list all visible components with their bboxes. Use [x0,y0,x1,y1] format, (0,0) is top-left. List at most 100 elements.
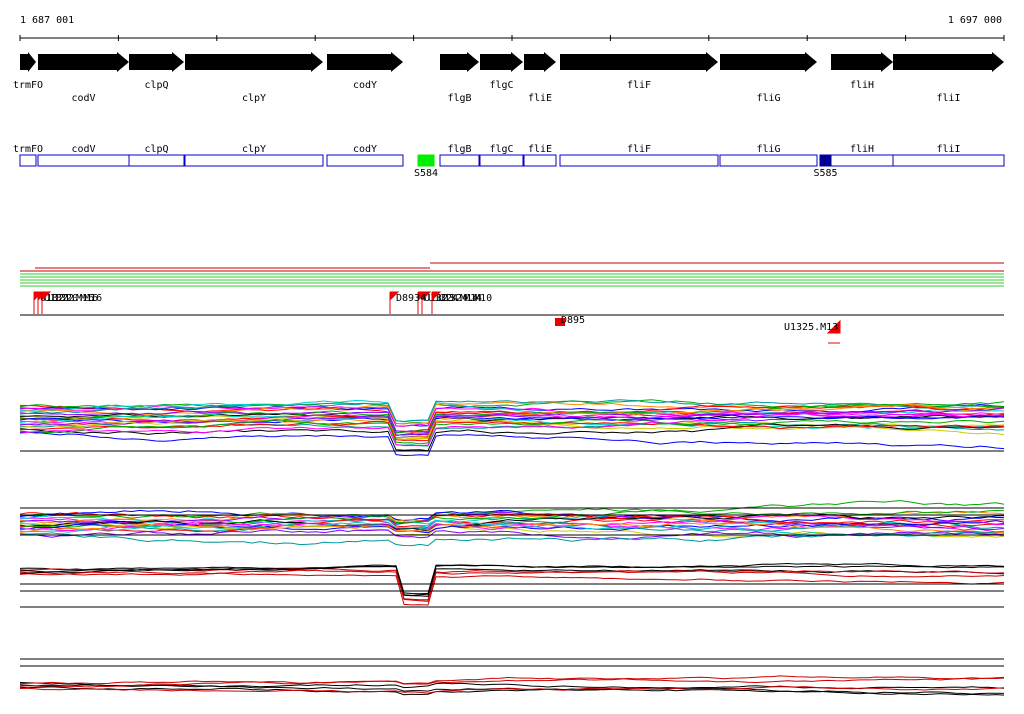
probe-label-U1323.M14: U1323.M14 [424,293,478,304]
ratio-trace [19,569,1005,602]
expression-trace-2 [19,530,1005,547]
gene-label-flgB: flgB [447,93,471,104]
expression-trace-2 [19,509,1005,523]
gene-box-codY[interactable] [326,154,404,167]
probe-label-D895: D895 [561,315,585,326]
gene-label-fliF: fliF [627,80,651,91]
probe-label-U1320.M16: U1320.M16 [48,293,102,304]
feature-label-S584: S584 [414,168,438,179]
ratio-profile-track [19,562,1005,608]
ratio-trace [19,571,1005,606]
ratio-trace-2 [19,675,1005,685]
gene-label-clpQ: clpQ [144,80,168,91]
coordinate-ruler: 1 687 001 1 697 000 [19,15,1005,41]
gene-label-codY: codY [353,80,377,91]
gene-box-label-trmFO: trmFO [13,144,43,155]
gene-box-clpQ[interactable] [128,154,185,167]
gene-box-fliF[interactable] [559,154,719,167]
gene-box-fliH[interactable] [830,154,894,167]
gene-box-fliE[interactable] [523,154,557,167]
gene-box-label-clpY: clpY [242,144,266,155]
gene-label-fliH: fliH [850,80,874,91]
gene-box-fliI[interactable] [892,154,1005,167]
probe-marker-U1325.M13[interactable] [826,319,841,344]
gene-arrow-track: trmFO codV clpQ clpY codY flgB flgC fliE fliF fli… [13,52,1004,104]
ratio-trace-2 [19,682,1005,696]
expression-trace [19,401,1005,425]
feature-box-S585[interactable] [819,154,832,167]
expression-trace [19,431,1005,457]
ratio-trace [20,564,1005,595]
gene-box-clpY[interactable] [184,154,324,167]
gene-box-codV[interactable] [37,154,130,167]
probe-label-U1325.M13: U1325.M13 [784,322,838,333]
probe-label-U1321.M16: U1321.M16 [40,293,94,304]
gene-arrow-clpQ[interactable] [129,52,184,72]
gene-label-trmFO: trmFO [13,80,43,91]
probe-label-D8934: D8934 [396,293,426,304]
probe-marker-D895[interactable] [555,318,565,326]
expression-trace [19,399,1005,423]
expression-profile-track-2 [19,500,1005,547]
gene-box-label-flgB: flgB [447,144,471,155]
probe-label-U1324.M14: U1324.M14 [428,293,482,304]
gene-label-fliE: fliE [528,93,552,104]
expression-trace-2 [20,513,1005,533]
gene-arrow-fliH[interactable] [831,52,893,72]
expression-trace-2 [19,522,1005,534]
gene-arrow-trmFO[interactable] [20,52,36,72]
gene-arrow-clpY[interactable] [185,52,323,72]
gene-box-track: trmFO codV clpQ clpY codY flgB flgC fliE fliF fli… [13,144,1005,179]
gene-label-fliI: fliI [936,93,960,104]
gene-label-fliG: fliG [756,93,780,104]
coverage-line-track [20,262,1004,316]
gene-arrow-flgC[interactable] [480,52,523,72]
gene-box-label-fliE: fliE [528,144,552,155]
expression-trace-2 [19,520,1005,533]
gene-box-flgC[interactable] [479,154,524,167]
ratio-trace-2 [19,686,1005,696]
gene-label-codV: codV [71,93,95,104]
gene-box-flgB[interactable] [439,154,480,167]
gene-box-fliG[interactable] [719,154,818,167]
ratio-trace-2 [19,686,1005,694]
gene-box-label-flgC: flgC [489,144,513,155]
gene-box-label-clpQ: clpQ [144,144,168,155]
gene-arrow-flgB[interactable] [440,52,479,72]
gene-arrow-fliE[interactable] [524,52,556,72]
probe-marker-U1324.M14[interactable] [421,291,432,314]
expression-trace [19,404,1005,434]
probe-label-U1322.M16: U1322.M16 [44,293,98,304]
expression-trace [19,399,1005,425]
expression-trace [19,418,1005,445]
ratio-profile-track-2 [19,658,1005,696]
gene-arrow-fliF[interactable] [560,52,718,72]
gene-label-clpY: clpY [242,93,266,104]
expression-trace [19,412,1005,447]
ratio-trace-2 [19,676,1005,688]
expression-trace [19,405,1005,427]
feature-box-S584[interactable] [417,154,435,167]
gene-box-label-fliH: fliH [850,144,874,155]
expression-profile-track [19,399,1005,457]
gene-arrow-fliI[interactable] [893,52,1004,72]
gene-box-trmFO[interactable] [19,154,37,167]
gene-arrow-fliG[interactable] [720,52,817,72]
gene-label-flgC: flgC [489,80,513,91]
gene-arrow-codV[interactable] [38,52,129,72]
gene-box-label-fliI: fliI [936,144,960,155]
ruler-end-label: 1 697 000 [948,15,1002,26]
feature-label-S585: S585 [813,168,837,179]
gene-box-label-fliF: fliF [627,144,651,155]
probe-marker-U1320.M16[interactable] [41,291,52,314]
expression-trace [19,423,1005,452]
expression-trace [19,407,1005,436]
expression-trace [19,414,1005,439]
probe-label-U1324.M10: U1324.M10 [438,293,492,304]
gene-arrow-codY[interactable] [327,52,403,72]
probe-marker-U1324.M10[interactable] [431,291,442,314]
probe-marker-D8934[interactable] [389,291,400,314]
gene-box-label-fliG: fliG [756,144,780,155]
